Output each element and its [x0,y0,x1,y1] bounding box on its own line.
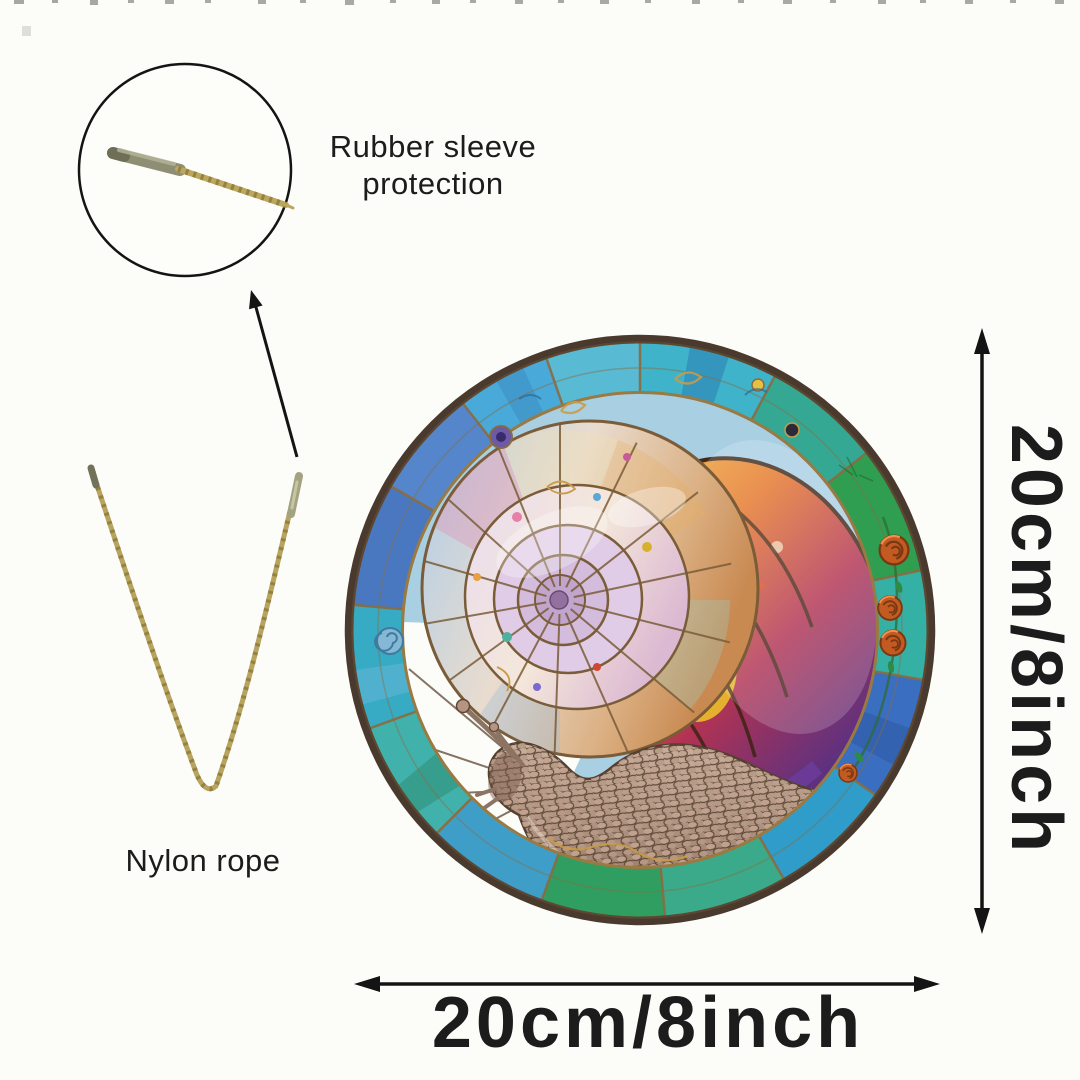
red-rose-small [838,763,858,783]
gold-bud-ornament [751,378,765,392]
outer-gold-rim [349,339,931,921]
shell-ornaments [473,453,686,692]
rubber-sleeve-label-line2: protection [362,166,503,201]
vertical-dimension-arrow [974,328,990,934]
copper-rose-top [878,534,910,566]
horizontal-dimension-label: 20cm/8inch [432,983,864,1063]
shell-spiral [420,419,760,759]
suncatcher-panel [344,334,936,926]
rubber-sleeve-label-line1: Rubber sleeve [330,129,536,164]
frame-rim [344,334,936,926]
snail [455,698,868,867]
vertical-dimension-label: 20cm/8inch [996,424,1076,856]
rubber-sleeve-tip [107,147,295,210]
border-ring [352,341,928,918]
callout-arrow [249,290,299,458]
dark-glass-ornament [784,422,800,438]
magnifier-loupe [77,62,295,278]
copper-rose-middle [877,595,903,621]
cropped-text-artifact [14,0,1064,36]
inner-rim [401,391,879,869]
copper-rose-bottom [879,629,907,657]
nylon-rope-label: Nylon rope [126,843,281,878]
horizontal-dimension-arrow [354,976,940,992]
nylon-rope [87,464,303,792]
border-leading [353,342,924,918]
blue-rose [374,627,404,655]
border-decor [374,371,910,862]
